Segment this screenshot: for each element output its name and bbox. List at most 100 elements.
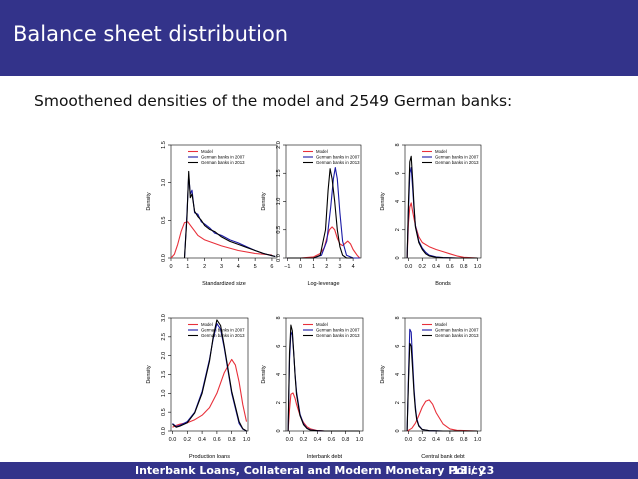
x-axis-label: Standardized size xyxy=(202,281,246,287)
x-tick-label: 0 xyxy=(299,264,302,270)
x-tick-label: 2 xyxy=(325,264,328,270)
x-tick-label: 0.6 xyxy=(213,437,221,443)
series-line-2013 xyxy=(183,170,276,259)
legend-entry: German banks in 2013 xyxy=(316,333,360,338)
y-tick-label: 2 xyxy=(395,401,401,404)
x-tick-label: 0.6 xyxy=(328,437,336,443)
slide-subtitle: Smoothened densities of the model and 25… xyxy=(34,92,513,110)
y-tick-label: 3.0 xyxy=(161,314,167,322)
series-line-2013 xyxy=(172,319,247,432)
y-axis-label: Density xyxy=(261,192,267,211)
series-line-model xyxy=(406,202,478,259)
y-tick-label: 6 xyxy=(276,345,282,348)
plot-frame xyxy=(170,144,278,259)
y-tick-label: 2 xyxy=(276,401,282,404)
legend-entry: German banks in 2007 xyxy=(201,328,245,333)
legend-entry: German banks in 2013 xyxy=(316,160,360,165)
legend-entry: German banks in 2007 xyxy=(316,155,360,160)
x-tick-label: 0.6 xyxy=(446,437,454,443)
legend-entry: Model xyxy=(201,322,213,327)
series-line-2007 xyxy=(406,167,478,259)
x-tick-label: 1 xyxy=(186,264,189,270)
x-tick-label: 1 xyxy=(312,264,315,270)
y-tick-label: 6 xyxy=(395,345,401,348)
x-tick-label: 0.4 xyxy=(432,264,440,270)
y-tick-label: 2.0 xyxy=(276,141,282,149)
x-tick-label: 0.6 xyxy=(446,264,454,270)
x-tick-label: 0.0 xyxy=(405,264,413,270)
x-tick-label: 0.8 xyxy=(342,437,350,443)
chart-panel-4: 0.0 0.2 0.4 0.6 0.8 1.0 0.0 0.5 1.0 1.5 2.0 2.5 3.0 P… xyxy=(146,314,250,460)
legend-entry: German banks in 2013 xyxy=(435,333,479,338)
y-tick-label: 8 xyxy=(276,316,282,319)
legend-entry: Model xyxy=(201,149,213,154)
chart-panel-2: −1 0 1 2 3 4 0.0 0.5 1.0 1.5 2.0 Log-leverage Densit… xyxy=(261,141,362,287)
series-line-2013 xyxy=(406,342,478,432)
y-tick-label: 1.0 xyxy=(161,390,167,398)
y-tick-label: 0.5 xyxy=(161,217,167,225)
series-line-model xyxy=(287,392,360,432)
x-tick-label: 1.0 xyxy=(474,264,482,270)
x-tick-label: 0.4 xyxy=(432,437,440,443)
y-axis-label: Density xyxy=(146,365,152,384)
chart-panel-5: 0.0 0.2 0.4 0.6 0.8 1.0 0 2 4 6 8 Interbank debt Den… xyxy=(261,316,363,460)
x-tick-label: 0.2 xyxy=(300,437,308,443)
legend-entry: German banks in 2013 xyxy=(435,160,479,165)
legend-entry: German banks in 2013 xyxy=(201,333,245,338)
y-tick-label: 0.5 xyxy=(161,408,167,416)
series-line-model xyxy=(406,399,478,432)
series-line-model xyxy=(287,226,361,259)
x-tick-label: 0.2 xyxy=(183,437,191,443)
y-tick-label: 1.5 xyxy=(161,371,167,379)
page-number: 13 / 23 xyxy=(452,464,495,477)
x-tick-label: 0.8 xyxy=(460,264,468,270)
x-axis-label: Bonds xyxy=(435,281,451,287)
y-tick-label: 8 xyxy=(395,143,401,146)
legend-entry: Model xyxy=(435,149,447,154)
y-tick-label: 6 xyxy=(395,172,401,175)
y-tick-label: 0 xyxy=(276,429,282,432)
y-tick-label: 0.0 xyxy=(161,427,167,435)
x-tick-label: 3 xyxy=(220,264,223,270)
x-tick-label: 1.0 xyxy=(243,437,251,443)
x-tick-label: 0.0 xyxy=(405,437,413,443)
x-tick-label: 4 xyxy=(237,264,240,270)
y-tick-label: 1.0 xyxy=(276,198,282,206)
series-line-2007 xyxy=(287,331,360,432)
y-tick-label: 0 xyxy=(395,429,401,432)
x-axis-label: Production loans xyxy=(189,454,230,460)
y-tick-label: 1.5 xyxy=(161,141,167,149)
y-axis-label: Density xyxy=(380,192,386,211)
x-tick-label: 0 xyxy=(169,264,172,270)
y-tick-label: 2.5 xyxy=(161,333,167,341)
x-tick-label: 0.0 xyxy=(286,437,294,443)
x-tick-label: 5 xyxy=(254,264,257,270)
y-tick-label: 1.0 xyxy=(161,179,167,187)
series-line-2007 xyxy=(287,167,360,259)
x-tick-label: 0.2 xyxy=(418,437,426,443)
series-line-model xyxy=(172,358,248,428)
legend-entry: German banks in 2013 xyxy=(201,160,245,165)
x-tick-label: 1.0 xyxy=(474,437,482,443)
x-tick-label: 4 xyxy=(352,264,355,270)
series-line-model xyxy=(170,221,273,259)
footer-title: Interbank Loans, Collateral and Modern M… xyxy=(135,464,486,477)
x-tick-label: 0.0 xyxy=(169,437,177,443)
legend-entry: German banks in 2007 xyxy=(316,328,360,333)
y-axis-label: Density xyxy=(146,192,152,211)
y-axis-label: Density xyxy=(261,365,267,384)
series-line-2013 xyxy=(287,324,360,432)
x-tick-label: 0.2 xyxy=(418,264,426,270)
y-tick-label: 0.0 xyxy=(161,254,167,262)
x-tick-label: 0.4 xyxy=(198,437,206,443)
legend-entry: German banks in 2007 xyxy=(201,155,245,160)
slide-title: Balance sheet distribution xyxy=(13,22,289,46)
y-tick-label: 4 xyxy=(276,373,282,376)
y-tick-label: 8 xyxy=(395,316,401,319)
x-axis-label: Interbank debt xyxy=(307,454,343,460)
chart-panel-3: 0.0 0.2 0.4 0.6 0.8 1.0 0 2 4 6 8 Bonds Density Model… xyxy=(380,143,481,287)
legend-entry: German banks in 2007 xyxy=(435,328,479,333)
y-tick-label: 4 xyxy=(395,373,401,376)
series-line-2007 xyxy=(406,328,478,432)
